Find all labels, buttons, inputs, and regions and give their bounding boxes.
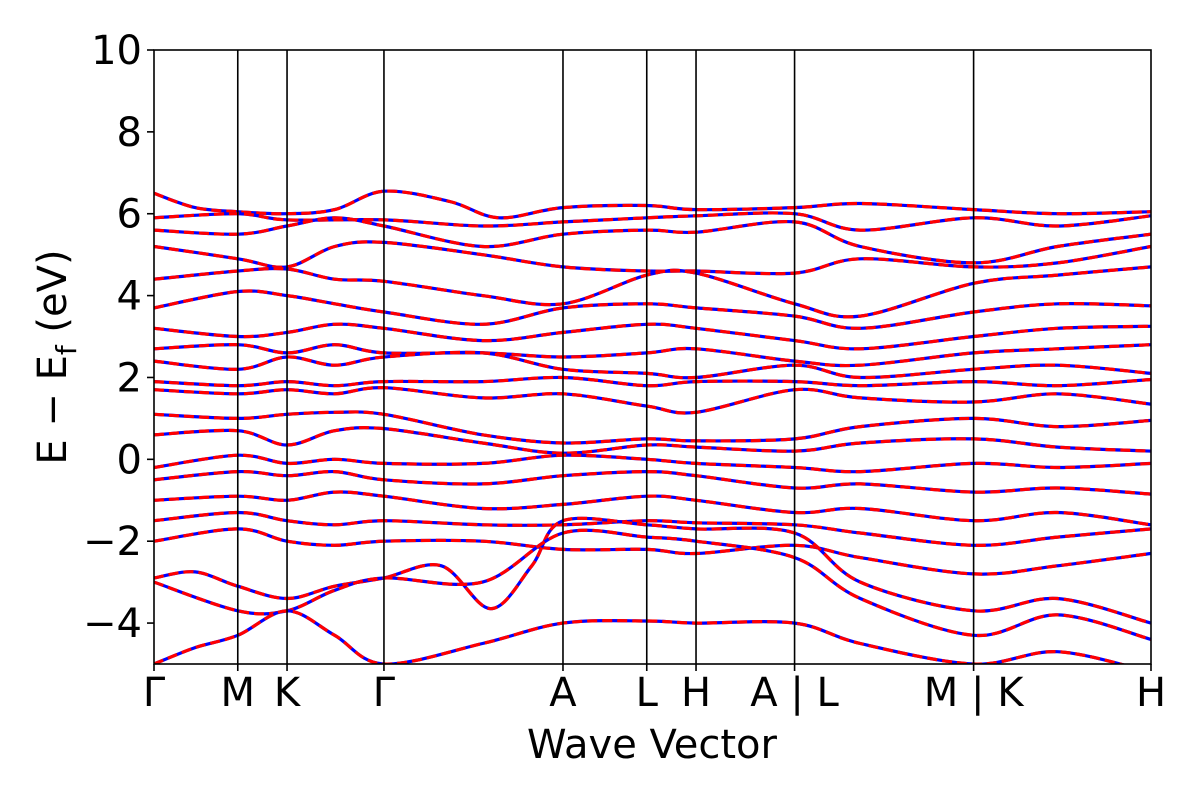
band-7-spin-up	[154, 343, 1151, 368]
y-tick-label-5: 6	[117, 192, 142, 238]
plot-frame	[153, 49, 1152, 665]
band-14-spin-up	[154, 469, 1151, 496]
y-tick-label-7: 10	[91, 28, 142, 74]
x-tick-label-2: K	[274, 670, 302, 716]
y-axis-title-unit: (eV)	[30, 249, 76, 345]
y-tick-label-3: 2	[117, 355, 142, 401]
y-axis-title: E − Ef (eV)	[30, 249, 83, 464]
x-tick-label-7: A | L	[750, 670, 839, 716]
band-16-spin-up	[154, 510, 1151, 547]
band-13-spin-up	[154, 453, 1151, 474]
y-tick-label-0: −4	[83, 601, 142, 647]
x-tick-label-9: H	[1136, 670, 1166, 716]
band-20-spin-up	[154, 609, 1127, 664]
x-tick-label-8: M | K	[924, 670, 1025, 716]
high-symmetry-lines	[236, 50, 975, 664]
x-tick-label-1: M	[221, 670, 256, 716]
x-tick-label-5: L	[636, 670, 659, 716]
band-9-spin-up	[154, 375, 1151, 388]
band-19-spin-up	[154, 528, 1151, 641]
band-11-spin-up	[154, 410, 1151, 445]
y-axis-title-subscript: f	[50, 344, 83, 355]
band-15-spin-up	[154, 490, 1151, 527]
y-axis-title-main: E − E	[30, 355, 76, 465]
y-tick-label-6: 8	[117, 110, 142, 156]
y-tick-label-2: 0	[117, 437, 142, 483]
y-axis: −4 −2 0 2 4 6 8 10	[83, 28, 154, 647]
x-tick-label-6: H	[681, 670, 711, 716]
y-tick-label-4: 4	[117, 274, 142, 320]
x-tick-label-4: A	[549, 670, 577, 716]
x-tick-label-0: Γ	[143, 670, 166, 716]
band-1-spin-up	[154, 211, 1151, 232]
plot-area-background	[154, 50, 1151, 664]
x-tick-label-3: Γ	[373, 670, 396, 716]
y-tick-label-1: −2	[83, 519, 142, 565]
band-4-spin-up	[154, 265, 1151, 319]
x-axis-title: Wave Vector	[527, 722, 778, 768]
